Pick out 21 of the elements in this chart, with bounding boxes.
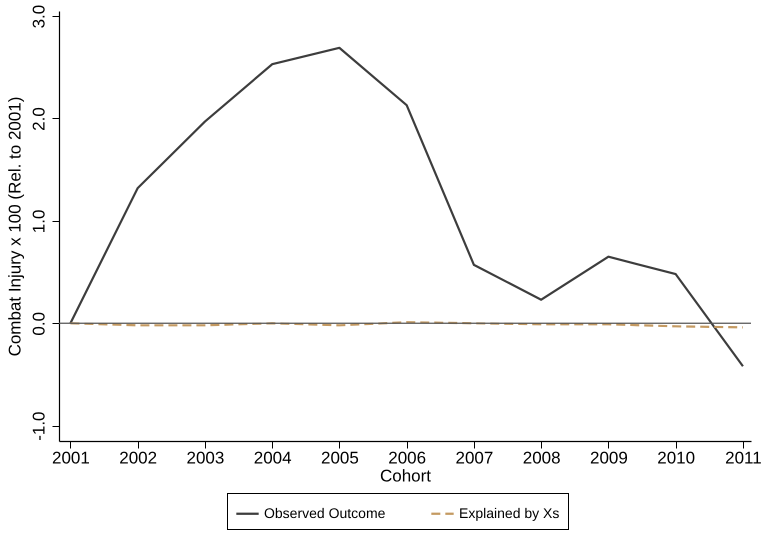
x-tick-label: 2006 bbox=[388, 448, 426, 468]
y-tick-label: 3.0 bbox=[30, 4, 48, 28]
x-tick-label: 2011 bbox=[725, 448, 762, 468]
x-tick-label: 2010 bbox=[657, 448, 696, 468]
x-tick-label: 2007 bbox=[456, 448, 494, 468]
x-tick-label: 2005 bbox=[321, 448, 359, 468]
x-tick-label: 2001 bbox=[52, 448, 90, 468]
y-tick-label: -1.0 bbox=[30, 411, 48, 441]
line-series bbox=[69, 46, 744, 368]
x-tick-label: 2008 bbox=[522, 448, 561, 468]
legend-label: Explained by Xs bbox=[459, 504, 560, 521]
x-tick-label: 2002 bbox=[119, 448, 158, 468]
y-tick-label: 1.0 bbox=[30, 210, 48, 234]
x-tick-label: 2009 bbox=[590, 448, 628, 468]
x-tick-label: 2003 bbox=[186, 448, 224, 468]
x-axis-title: Cohort bbox=[380, 466, 432, 486]
legend-label: Observed Outcome bbox=[264, 504, 386, 521]
x-tick-label: 2004 bbox=[254, 448, 292, 468]
y-tick-label: 2.0 bbox=[30, 107, 48, 131]
y-tick-label: 0.0 bbox=[30, 312, 48, 336]
y-axis-title: Combat Injury x 100 (Rel. to 2001) bbox=[6, 96, 24, 356]
